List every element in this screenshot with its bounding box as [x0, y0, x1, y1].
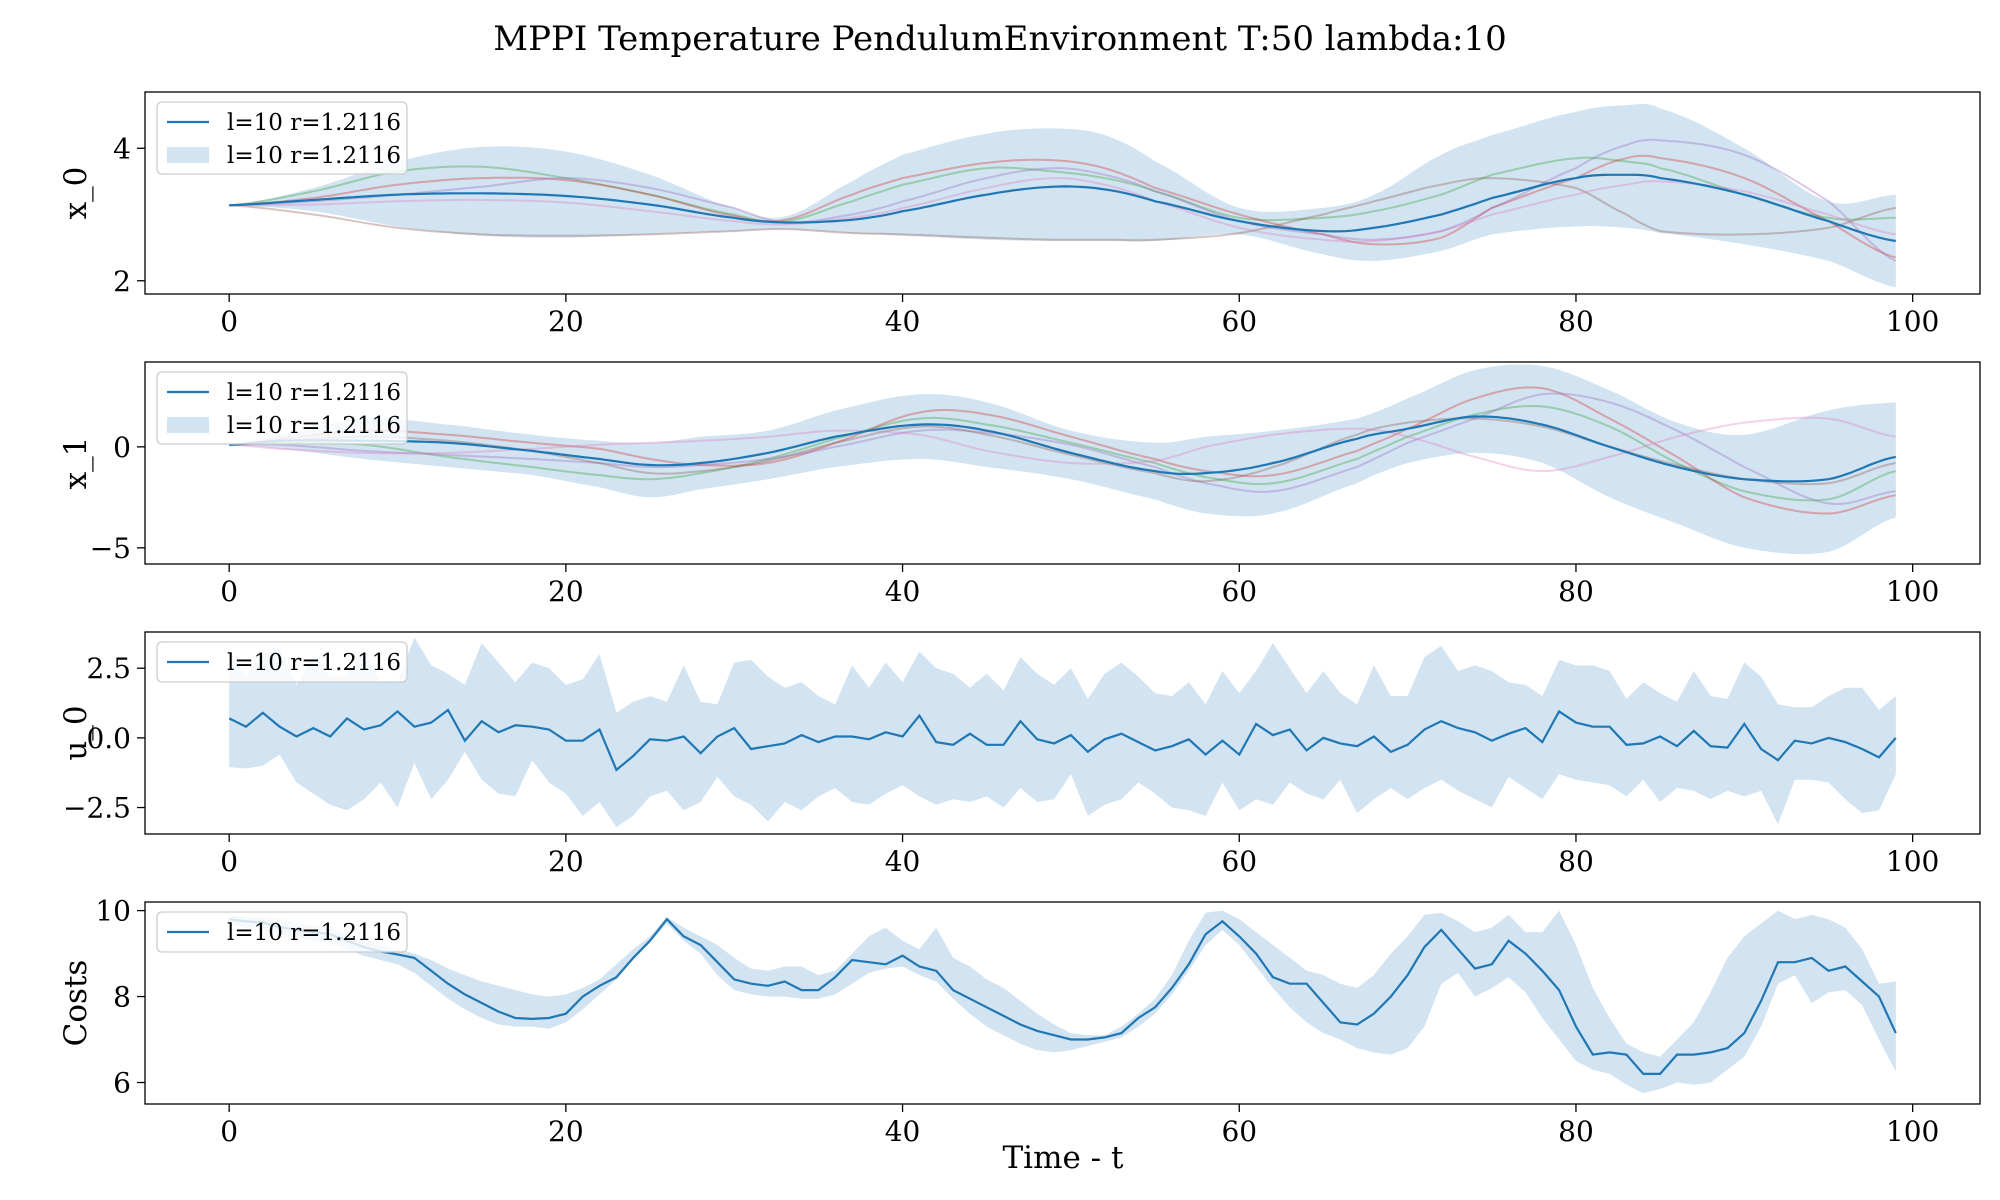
- legend-box: [156, 101, 408, 175]
- x-tick-label: 80: [1558, 305, 1594, 338]
- x-tick-label: 100: [1886, 845, 1939, 878]
- y-tick-label: 10: [95, 895, 131, 928]
- y-tick-label: 0: [113, 431, 131, 464]
- sample-trajectory: [229, 416, 1896, 473]
- mean-line: [229, 917, 1897, 1075]
- y-tick-label: 6: [113, 1067, 131, 1100]
- sample-trajectory: [229, 177, 1896, 243]
- x-tick-label: 20: [548, 845, 584, 878]
- sample-trajectory: [229, 177, 1896, 242]
- y-tick-label: −2.5: [63, 792, 131, 825]
- legend-label: l=10 r=1.2116: [227, 110, 401, 136]
- x-tick-label: 100: [1886, 575, 1939, 608]
- axes-frame: [144, 901, 1981, 1105]
- y-tick-label: 2.5: [86, 652, 131, 685]
- axes-frame: [144, 361, 1981, 565]
- x-tick-label: 60: [1221, 575, 1257, 608]
- sample-trajectory: [229, 156, 1896, 223]
- confidence-band: [229, 104, 1896, 288]
- mean-line: [229, 173, 1896, 243]
- legend: l=10 r=1.2116: [156, 911, 408, 953]
- plot-area: [229, 104, 1897, 288]
- legend-label: l=10 r=1.2116: [227, 380, 401, 406]
- x-tick-label: 80: [1558, 1115, 1594, 1148]
- x-tick-label: 40: [885, 305, 921, 338]
- y-tick-label: 8: [113, 981, 131, 1014]
- y-axis-label: x_1: [58, 437, 94, 490]
- legend-label: l=10 r=1.2116: [227, 143, 401, 169]
- panel-u0: 0 20 40 60 80 100 2.5 0.0 −2.5 u_0 l=10 r=1.2116: [58, 631, 1981, 878]
- plot-area: [229, 364, 1897, 555]
- legend-label: l=10 r=1.2116: [227, 650, 401, 676]
- sample-trajectory: [229, 392, 1896, 505]
- legend-box: [156, 641, 408, 683]
- sample-trajectory: [229, 154, 1897, 259]
- x-tick-label: 40: [885, 845, 921, 878]
- y-tick-label: −5: [90, 532, 131, 565]
- legend: l=10 r=1.2116 l=10 r=1.2116: [156, 371, 408, 445]
- sample-trajectory: [229, 386, 1896, 515]
- legend-band-swatch: [167, 147, 209, 163]
- confidence-band: [229, 364, 1896, 555]
- x-tick-label: 100: [1886, 1115, 1939, 1148]
- x-tick-label: 0: [220, 305, 238, 338]
- mean-line: [229, 415, 1897, 483]
- x-tick-label: 20: [548, 575, 584, 608]
- sample-trajectory: [229, 138, 1897, 262]
- x-tick-label: 80: [1558, 575, 1594, 608]
- legend-box: [156, 371, 408, 445]
- x-tick-label: 0: [220, 575, 238, 608]
- axes-frame: [144, 91, 1981, 295]
- sample-trajectory: [229, 404, 1897, 502]
- confidence-band: [229, 910, 1896, 1094]
- mean-line: [228, 708, 1897, 772]
- legend-band-swatch: [167, 417, 209, 433]
- y-tick-label: 0.0: [86, 722, 131, 755]
- legend: l=10 r=1.2116: [156, 641, 408, 683]
- x-axis-label: Time - t: [1003, 1140, 1125, 1176]
- x-tick-label: 100: [1886, 305, 1939, 338]
- x-tick-label: 80: [1558, 845, 1594, 878]
- panel-costs: 0 20 40 60 80 100 10 8 6 Costs l=10 r=1.2116: [58, 895, 1981, 1148]
- x-tick-label: 0: [220, 845, 238, 878]
- x-tick-label: 20: [548, 305, 584, 338]
- x-tick-label: 60: [1221, 305, 1257, 338]
- x-tick-label: 40: [885, 575, 921, 608]
- x-tick-label: 60: [1221, 845, 1257, 878]
- x-tick-label: 20: [548, 1115, 584, 1148]
- confidence-band: [229, 637, 1896, 827]
- legend-label: l=10 r=1.2116: [227, 920, 401, 946]
- axes-frame: [144, 631, 1981, 835]
- legend: l=10 r=1.2116 l=10 r=1.2116: [156, 101, 408, 175]
- y-axis-label: u_0: [58, 705, 94, 760]
- x-tick-label: 60: [1221, 1115, 1257, 1148]
- figure-title: MPPI Temperature PendulumEnvironment T:5…: [493, 19, 1506, 59]
- x-tick-label: 0: [220, 1115, 238, 1148]
- plot-area: [229, 910, 1897, 1094]
- legend-box: [156, 911, 408, 953]
- x-tick-label: 40: [885, 1115, 921, 1148]
- y-tick-label: 4: [113, 132, 131, 165]
- y-tick-label: 2: [113, 265, 131, 298]
- y-axis-label: x_0: [58, 167, 94, 220]
- y-axis-label: Costs: [58, 960, 94, 1047]
- legend-label: l=10 r=1.2116: [227, 413, 401, 439]
- plot-area: [228, 637, 1897, 827]
